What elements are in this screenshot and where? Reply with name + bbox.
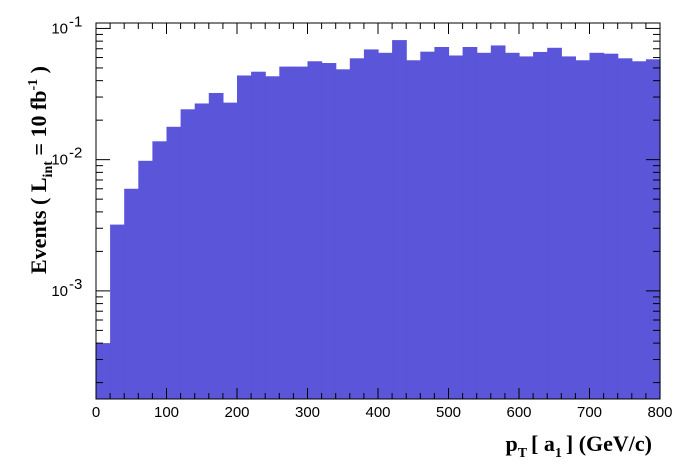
y-tick-exponent: -3 xyxy=(69,276,82,293)
histogram-bar xyxy=(138,160,153,399)
x-tick-labels: 0 100 200 300 400 500 600 700 800 xyxy=(92,404,673,421)
histogram-bar xyxy=(603,53,619,399)
histogram-bar xyxy=(631,61,647,399)
x-tick-label: 300 xyxy=(295,404,320,421)
y-tick-labels: 10-310-210-1 xyxy=(51,13,82,299)
histogram-bar xyxy=(110,224,125,399)
x-tick-label: 100 xyxy=(154,404,179,421)
histogram-bar xyxy=(589,52,605,399)
histogram-bar xyxy=(378,52,393,399)
y-axis-title-sub-int: int xyxy=(41,161,56,178)
histogram-bar xyxy=(152,141,168,399)
x-axis-title-p: p xyxy=(505,431,517,456)
histogram-bar xyxy=(194,103,210,399)
y-axis-title-prefix: Events ( L xyxy=(26,177,51,274)
x-tick-label: 600 xyxy=(506,404,531,421)
y-tick-label: 10 xyxy=(51,20,68,37)
x-axis-title-sub-1: 1 xyxy=(555,446,562,461)
x-tick-label: 0 xyxy=(92,404,100,421)
histogram-bar xyxy=(265,76,280,400)
histogram-bar xyxy=(504,52,520,399)
histogram-bar xyxy=(406,60,421,399)
histogram-bar xyxy=(307,61,323,399)
histogram-bar xyxy=(96,343,111,399)
x-tick-label: 800 xyxy=(647,404,672,421)
histogram-bar xyxy=(321,63,337,399)
histogram-bar xyxy=(533,51,548,399)
histogram-bar xyxy=(251,71,266,399)
histogram-bar xyxy=(237,75,252,399)
histogram-bar xyxy=(335,69,351,399)
x-axis-title-sub-t: T xyxy=(518,446,528,461)
y-tick-exponent: -2 xyxy=(69,145,82,162)
x-axis-title-open: [ a xyxy=(531,431,555,456)
histogram-bar xyxy=(420,51,435,400)
histogram-bar xyxy=(617,58,633,399)
axis-ticks xyxy=(95,23,661,399)
histogram-bar xyxy=(476,52,492,399)
x-axis-title: pT[ a1 ] (GeV/c) xyxy=(505,431,652,461)
x-tick-label: 500 xyxy=(436,404,461,421)
histogram-bar xyxy=(363,49,379,400)
histogram-bar xyxy=(462,46,478,399)
histogram-bar xyxy=(124,188,139,399)
y-axis-title-suffix: ) xyxy=(26,66,51,79)
histogram-bar xyxy=(547,47,562,399)
histogram-bar xyxy=(575,60,591,399)
x-tick-label: 400 xyxy=(365,404,390,421)
histogram-bar xyxy=(208,93,224,399)
histogram-bar xyxy=(519,56,534,399)
x-tick-label: 700 xyxy=(577,404,602,421)
y-axis-title-sup: -1 xyxy=(26,79,41,91)
histogram-bar xyxy=(645,59,661,399)
x-tick-label: 200 xyxy=(224,404,249,421)
histogram-bar xyxy=(279,66,294,400)
histogram-bar xyxy=(293,66,309,400)
histogram-bars xyxy=(96,40,661,400)
histogram-bar xyxy=(180,109,196,399)
y-tick-label: 10 xyxy=(51,152,68,169)
histogram-bar xyxy=(349,58,365,399)
histogram-bar xyxy=(434,46,450,399)
y-axis-title-middle: = 10 fb xyxy=(26,90,51,161)
y-tick-exponent: -1 xyxy=(69,13,82,30)
y-tick-label: 10 xyxy=(51,283,68,300)
histogram-bar xyxy=(490,45,506,400)
y-axis-title: Events ( Lint = 10 fb-1 ) xyxy=(26,66,56,274)
histogram-bar xyxy=(561,56,576,399)
histogram-bar xyxy=(222,102,238,400)
histogram-bar xyxy=(448,55,464,399)
x-axis-title-close: ] (GeV/c) xyxy=(566,431,652,456)
histogram-bar xyxy=(392,40,407,399)
histogram-bar xyxy=(166,126,182,399)
